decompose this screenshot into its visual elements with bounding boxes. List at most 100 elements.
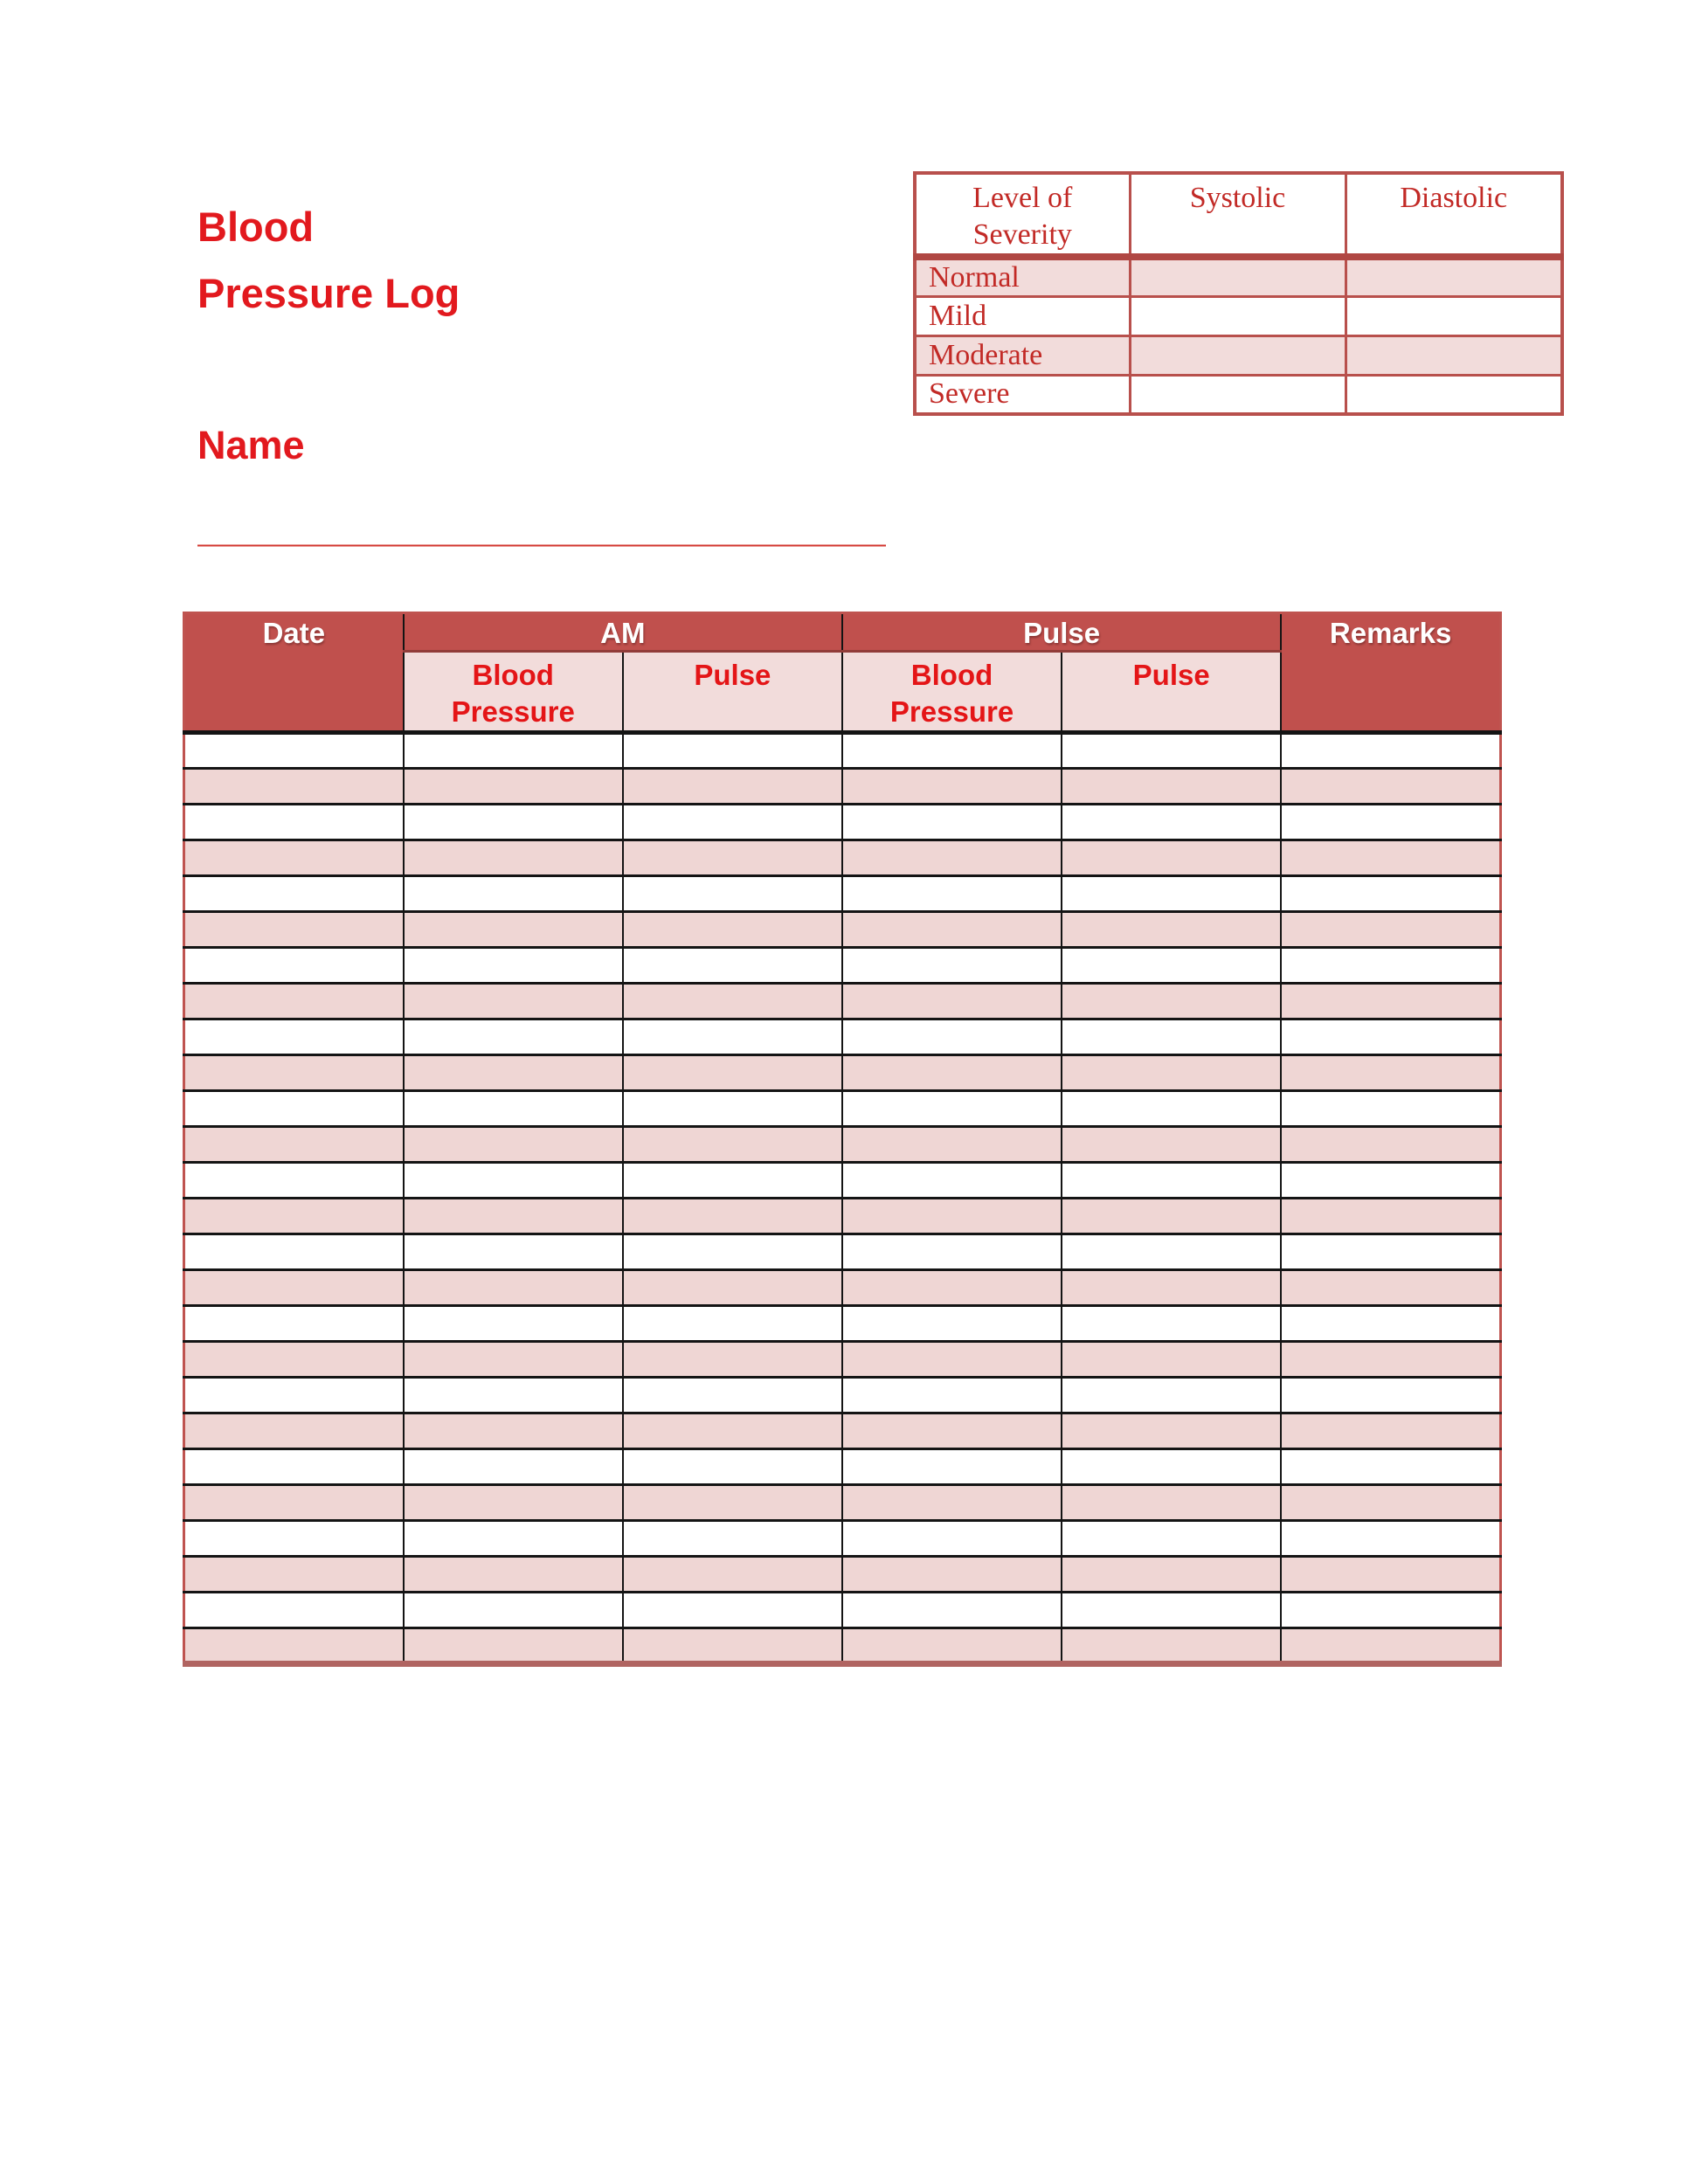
table-row (183, 1627, 1502, 1665)
log-cell (1280, 1376, 1502, 1414)
log-cell (183, 1340, 405, 1379)
table-row (183, 1197, 1502, 1235)
severity-row-mild: Mild (913, 294, 1564, 337)
severity-row-moderate: Moderate (913, 334, 1564, 377)
log-cell (1061, 1054, 1283, 1092)
log-cell (183, 910, 405, 949)
log-subheader-blood-pressure-pm: Blood Pressure (841, 650, 1063, 735)
severity-label: Moderate (913, 334, 1131, 377)
table-row (183, 1233, 1502, 1271)
log-cell (402, 1054, 624, 1092)
table-row (183, 1591, 1502, 1629)
log-cell (841, 1555, 1063, 1593)
log-cell (841, 1627, 1063, 1665)
log-cell (841, 767, 1063, 805)
log-cell (402, 803, 624, 841)
log-cell (183, 1376, 405, 1414)
log-cell (1280, 731, 1502, 770)
page-title-line1: Blood (197, 204, 315, 250)
log-cell (841, 1340, 1063, 1379)
severity-table: Level of Severity Systolic Diastolic Nor… (913, 171, 1564, 416)
severity-header-diastolic: Diastolic (1344, 171, 1564, 260)
log-cell (1280, 982, 1502, 1020)
log-cell (183, 946, 405, 985)
table-row (183, 1161, 1502, 1199)
log-cell (1280, 874, 1502, 913)
log-cell (1280, 946, 1502, 985)
table-row (183, 1268, 1502, 1307)
log-cell (621, 839, 843, 877)
log-cell (621, 731, 843, 770)
log-cell (1280, 839, 1502, 877)
log-cell (621, 1591, 843, 1629)
table-row (183, 982, 1502, 1020)
log-cell (1061, 1304, 1283, 1343)
table-row (183, 803, 1502, 841)
log-cell (1061, 1519, 1283, 1558)
log-cell (841, 1054, 1063, 1092)
severity-systolic-cell (1128, 334, 1347, 377)
log-cell (621, 1233, 843, 1271)
log-cell (402, 1161, 624, 1199)
table-row (183, 910, 1502, 949)
bp-log-table: Date AM Pulse Remarks Blood Pressure Pul… (183, 612, 1502, 1667)
log-cell (1061, 767, 1283, 805)
log-header-row: Date AM Pulse Remarks (183, 612, 1502, 735)
log-cell (1280, 1125, 1502, 1164)
severity-header-level: Level of Severity (913, 171, 1131, 260)
severity-systolic-cell (1128, 294, 1347, 337)
log-cell (621, 946, 843, 985)
log-cell (1061, 1483, 1283, 1522)
log-cell (402, 1089, 624, 1128)
log-cell (1061, 1340, 1283, 1379)
table-row (183, 1340, 1502, 1379)
log-cell (183, 1233, 405, 1271)
log-cell (183, 1519, 405, 1558)
table-row (183, 1304, 1502, 1343)
log-cell (1280, 1519, 1502, 1558)
log-cell (1061, 1627, 1283, 1665)
table-row (183, 1448, 1502, 1486)
log-cell (621, 910, 843, 949)
table-row (183, 767, 1502, 805)
table-row (183, 731, 1502, 770)
log-cell (621, 1376, 843, 1414)
log-cell (402, 1304, 624, 1343)
log-cell (183, 1555, 405, 1593)
log-cell (841, 874, 1063, 913)
log-cell (841, 1412, 1063, 1450)
log-cell (402, 1519, 624, 1558)
log-cell (1061, 731, 1283, 770)
severity-header-systolic: Systolic (1128, 171, 1347, 260)
log-cell (841, 910, 1063, 949)
log-cell (1061, 1555, 1283, 1593)
log-cell (621, 1555, 843, 1593)
log-cell (1280, 1161, 1502, 1199)
log-cell (183, 1197, 405, 1235)
log-cell (621, 874, 843, 913)
severity-systolic-cell (1128, 255, 1347, 298)
log-cell (1280, 1268, 1502, 1307)
log-cell (1061, 1412, 1283, 1450)
log-cell (183, 1412, 405, 1450)
log-cell (841, 1018, 1063, 1056)
log-cell (1280, 1018, 1502, 1056)
log-cell (183, 1161, 405, 1199)
table-row (183, 1125, 1502, 1164)
log-cell (1280, 767, 1502, 805)
log-cell (183, 1448, 405, 1486)
severity-label: Severe (913, 373, 1131, 416)
log-cell (1061, 1125, 1283, 1164)
table-row (183, 1089, 1502, 1128)
log-cell (402, 767, 624, 805)
log-cell (1280, 1054, 1502, 1092)
log-cell (621, 1340, 843, 1379)
log-cell (402, 1483, 624, 1522)
log-cell (402, 946, 624, 985)
log-cell (402, 1412, 624, 1450)
log-cell (183, 1268, 405, 1307)
log-cell (402, 1591, 624, 1629)
log-header-pulse-group: Pulse (841, 612, 1283, 653)
log-cell (183, 803, 405, 841)
log-cell (183, 839, 405, 877)
